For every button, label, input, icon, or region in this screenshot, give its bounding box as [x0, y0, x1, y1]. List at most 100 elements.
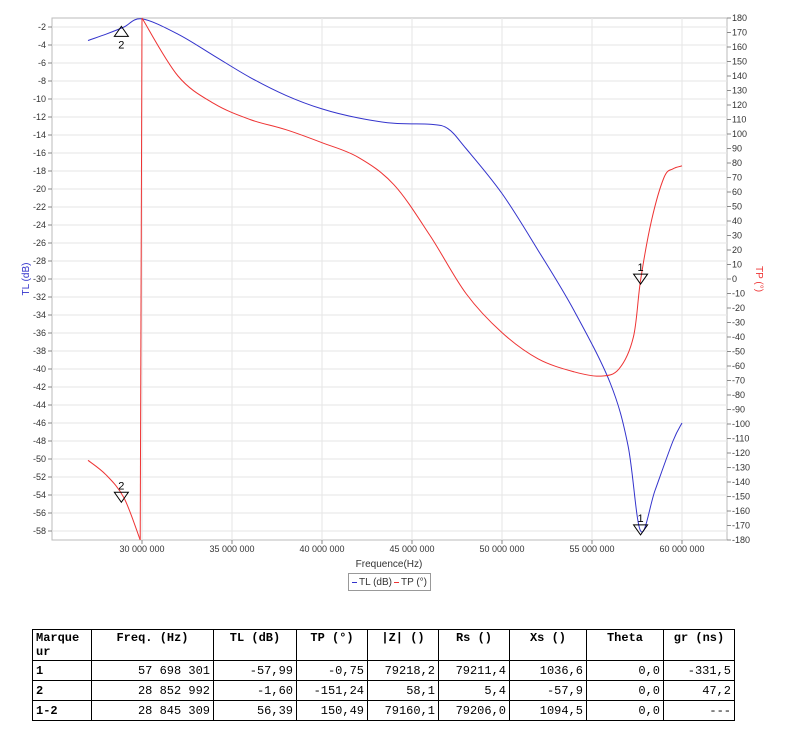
series-layer [87, 17, 683, 541]
x-tick-label: 30 000 000 [119, 544, 164, 554]
marker-label: 2 [118, 480, 124, 492]
y-right-tick-label: -40 [732, 332, 745, 342]
y-left-tick-label: -6 [38, 58, 46, 68]
table-cell: 79211,4 [438, 660, 510, 681]
y-left-tick-label: -12 [33, 112, 46, 122]
legend-swatch-tl [352, 581, 357, 583]
header-freq: Freq. (Hz) [91, 629, 214, 661]
table-cell: 28 852 992 [91, 680, 214, 701]
y-left-tick-label: -50 [33, 454, 46, 464]
x-tick-label: 40 000 000 [299, 544, 344, 554]
marker-triangle [113, 491, 130, 504]
y-right-tick-label: 140 [732, 71, 747, 81]
table-cell: 47,2 [663, 680, 735, 701]
table-cell: 1 [32, 660, 92, 681]
marker-triangle [632, 273, 649, 285]
table-cell: 56,39 [213, 700, 297, 721]
y-right-tick-label: -100 [732, 419, 750, 429]
table-cell: 57 698 301 [91, 660, 214, 681]
y-right-tick-label: 90 [732, 144, 742, 154]
y-left-tick-label: -44 [33, 400, 46, 410]
y-left-tick-label: -46 [33, 418, 46, 428]
table-cell: 1094,5 [509, 700, 587, 721]
y-right-tick-label: 80 [732, 158, 742, 168]
marker-label: 2 [118, 39, 124, 51]
y-right-tick-label: 180 [732, 13, 747, 23]
y-right-tick-label: 100 [732, 129, 747, 139]
table-cell: 28 845 309 [91, 700, 214, 721]
header-tp: TP (°) [296, 629, 368, 661]
y-left-tick-label: -28 [33, 256, 46, 266]
marker-label: 1 [638, 513, 644, 525]
header-tl: TL (dB) [213, 629, 297, 661]
table-cell: 150,49 [296, 700, 368, 721]
x-tick-label: 35 000 000 [209, 544, 254, 554]
marker-triangle [113, 25, 130, 37]
table-row: 1-2 28 845 309 56,39 150,49 79160,1 7920… [32, 700, 735, 721]
legend-label-tl: TL (dB) [359, 576, 392, 588]
y-left-tick-label: -16 [33, 148, 46, 158]
y-left-tick-label: -52 [33, 472, 46, 482]
table-cell: 1036,6 [509, 660, 587, 681]
table-cell: 1-2 [32, 700, 92, 721]
legend-swatch-tp [393, 581, 399, 583]
y-right-tick-label: -110 [732, 434, 749, 444]
table-cell: -151,24 [296, 680, 368, 701]
y-right-tick-label: 50 [732, 202, 742, 212]
table-cell: 79206,0 [438, 700, 510, 721]
y-left-tick-label: -34 [33, 310, 46, 320]
y-left-tick-label: -2 [38, 22, 46, 32]
x-tick-label: 55 000 000 [569, 544, 614, 554]
y-left-tick-label: -42 [33, 382, 46, 392]
y-left-tick-label: -40 [33, 364, 46, 374]
header-rs: Rs () [438, 629, 510, 661]
y-right-tick-label: -60 [732, 361, 745, 371]
y-right-tick-label: -10 [732, 289, 745, 299]
y-left-tick-label: -48 [33, 436, 46, 446]
y-left-tick-label: -58 [33, 526, 46, 536]
y-left-tick-label: -14 [33, 130, 46, 140]
legend-label-tp: TP (°) [400, 576, 428, 588]
x-tick-label: 60 000 000 [659, 544, 704, 554]
y-right-tick-label: 70 [732, 173, 742, 183]
y-right-tick-label: -80 [732, 390, 745, 400]
table-cell: 79218,2 [367, 660, 439, 681]
table-cell: -331,5 [663, 660, 735, 681]
y-left-tick-label: -24 [33, 220, 46, 230]
y-left-tick-label: -56 [33, 508, 46, 518]
y-left-tick-label: -18 [33, 166, 46, 176]
table-cell: -0,75 [296, 660, 368, 681]
header-theta: Theta [586, 629, 664, 661]
y-left-tick-label: -54 [33, 490, 46, 500]
y-left-tick-label: -8 [38, 76, 46, 86]
y-axis-right-ticks: 1801701601501401301201101009080706050403… [727, 13, 750, 545]
marker-triangle [632, 524, 649, 536]
y-left-tick-label: -10 [33, 94, 46, 104]
x-axis-title: Frequence(Hz) [356, 559, 423, 570]
y-left-tick-label: -38 [33, 346, 46, 356]
table-cell: 58,1 [367, 680, 439, 701]
y-right-tick-label: -140 [732, 477, 750, 487]
table-cell: 0,0 [586, 700, 664, 721]
y-right-tick-label: 0 [732, 274, 737, 284]
y-right-tick-label: 160 [732, 42, 747, 52]
y-left-tick-label: -26 [33, 238, 46, 248]
series-line-tl [87, 18, 683, 533]
y-right-tick-label: 10 [732, 260, 742, 270]
y-left-tick-label: -30 [33, 274, 46, 284]
chart-svg: -2 -4 -6 -8 -10 -12 -14 -16 -18 -20 -22 -24 -26 -28 -3… [21, 13, 764, 570]
y-right-tick-label: 110 [732, 115, 746, 125]
table-cell: 0,0 [586, 680, 664, 701]
table-cell: -57,9 [509, 680, 587, 701]
header-z: |Z| () [367, 629, 439, 661]
grid [52, 18, 727, 540]
chart-legend: TL (dB) TP (°) [348, 573, 432, 591]
y-right-tick-label: -70 [732, 376, 745, 386]
marker-table-header-row: Marque ur Freq. (Hz) TL (dB) TP (°) |Z| … [32, 629, 735, 661]
y-right-tick-label: 30 [732, 231, 742, 241]
y-left-tick-label: -36 [33, 328, 46, 338]
header-gr: gr (ns) [663, 629, 735, 661]
y-right-tick-label: -30 [732, 318, 745, 328]
header-xs: Xs () [509, 629, 587, 661]
table-row: 2 28 852 992 -1,60 -151,24 58,1 5,4 -57,… [32, 680, 735, 701]
